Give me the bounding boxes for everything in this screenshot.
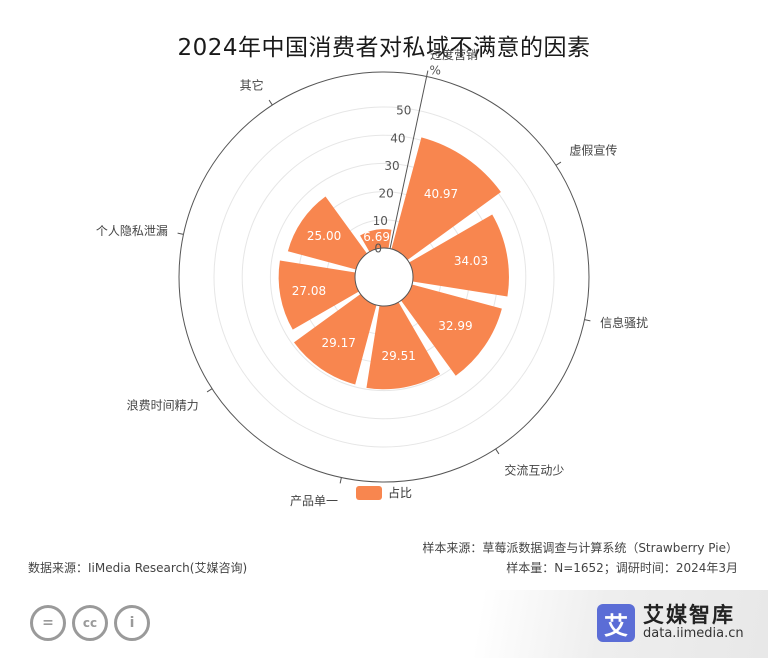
category-label: 虚假宣传 (569, 143, 617, 158)
radial-tick-label: 20 (378, 186, 393, 200)
angle-tick (206, 388, 213, 393)
radial-tick-label: 40 (390, 131, 405, 145)
category-label: 个人隐私泄漏 (96, 224, 168, 238)
data-label: 29.17 (322, 336, 356, 350)
license-icons: = cc i (30, 605, 150, 641)
legend-label: 占比 (388, 486, 413, 500)
category-label: 交流互动少 (504, 462, 564, 477)
angle-tick (584, 319, 591, 322)
data-source: 数据来源：IiMedia Research(艾媒咨询) (28, 561, 248, 575)
angle-tick (555, 161, 562, 166)
sample-info: 样本量：N=1652；调研时间：2024年3月 (506, 561, 738, 575)
radial-tick-label: 10 (373, 214, 388, 228)
chart-title: 2024年中国消费者对私域不满意的因素 (177, 35, 591, 61)
bar-浪费时间精力 (278, 260, 359, 330)
angle-tick (339, 477, 342, 484)
category-label: 信息骚扰 (600, 315, 648, 330)
sample-source: 样本来源：草莓派数据调查与计算系统（Strawberry Pie） (422, 541, 738, 555)
data-label: 32.99 (438, 319, 472, 333)
angle-tick (426, 70, 429, 77)
brand-logo-icon: 艾 (597, 604, 635, 642)
bar-虚假宣传 (409, 214, 509, 297)
person-icon: i (114, 605, 150, 641)
cc-icon: cc (72, 605, 108, 641)
bar-个人隐私泄漏 (287, 196, 367, 270)
bar-产品单一 (293, 294, 377, 385)
data-label: 40.97 (424, 187, 458, 201)
bar-其它 (360, 229, 392, 252)
radial-tick-label: 30 (384, 159, 399, 173)
angle-tick (268, 99, 273, 106)
angle-tick (177, 232, 184, 235)
data-label: 27.08 (292, 284, 326, 298)
radial-unit-label: % (429, 64, 440, 78)
category-label: 浪费时间精力 (127, 397, 199, 412)
category-label: 过度营销 (430, 47, 478, 62)
radial-tick-label: 0 (374, 242, 382, 256)
data-label: 34.03 (454, 254, 488, 268)
polar-bar-chart: 40.97 34.03 32.99 29.51 29.17 27.08 25.00 6.690… (96, 47, 648, 508)
angle-axis-ring (178, 71, 590, 483)
legend[interactable]: 占比 (356, 484, 412, 501)
radial-axis (389, 76, 428, 249)
category-label: 产品单一 (290, 494, 338, 508)
angle-tick (495, 448, 500, 455)
brand[interactable]: 艾 艾媒智库 data.iimedia.cn (597, 604, 744, 642)
legend-swatch (356, 485, 382, 500)
category-label: 其它 (240, 78, 264, 93)
radial-gridline (213, 106, 555, 448)
data-label: 29.51 (382, 349, 416, 363)
equals-icon: = (30, 605, 66, 641)
brand-name: 艾媒智库 (643, 603, 735, 627)
radial-gridline (241, 134, 527, 420)
bar-交流互动少 (366, 302, 441, 390)
inner-ring (354, 247, 414, 307)
bar-信息骚扰 (401, 284, 502, 376)
bar-过度营销 (391, 137, 501, 260)
brand-url: data.iimedia.cn (643, 626, 744, 641)
data-label: 6.69 (363, 230, 390, 244)
radial-tick-label: 50 (396, 104, 411, 118)
data-label: 25.00 (307, 229, 341, 243)
